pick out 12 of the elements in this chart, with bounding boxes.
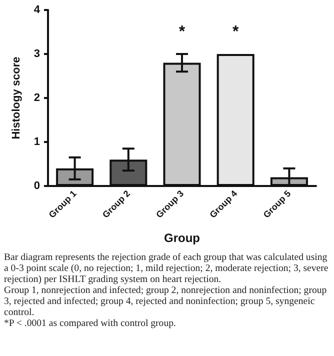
- text: Group 1, nonrejection and infected; group 2, nonrejection and noninfection; group 3, rejected and infected; group 4, rejected and noninfection; group 5, syngeneic control.: [4, 285, 328, 318]
- y-tick-label: 2: [34, 92, 40, 104]
- y-tick-label: 4: [34, 4, 41, 16]
- text: *P < .0001 as compared with control group.: [4, 318, 177, 329]
- y-tick-label: 0: [34, 180, 40, 192]
- text: Bar diagram represents the rejection grade of each group that was calculated using a 0-3 point scale (0, no rejection; 1, mild rejection; 2, moderate rejection; 3, severe rejection) per ISHLT grading system on heart rejection.: [4, 252, 330, 285]
- y-axis-title: Histology score: [10, 56, 22, 140]
- annotation: *: [178, 24, 186, 40]
- annotation: *: [232, 24, 240, 40]
- y-tick-label: 1: [34, 136, 40, 148]
- x-axis-title: Group: [164, 231, 200, 245]
- y-tick-label: 3: [34, 48, 40, 60]
